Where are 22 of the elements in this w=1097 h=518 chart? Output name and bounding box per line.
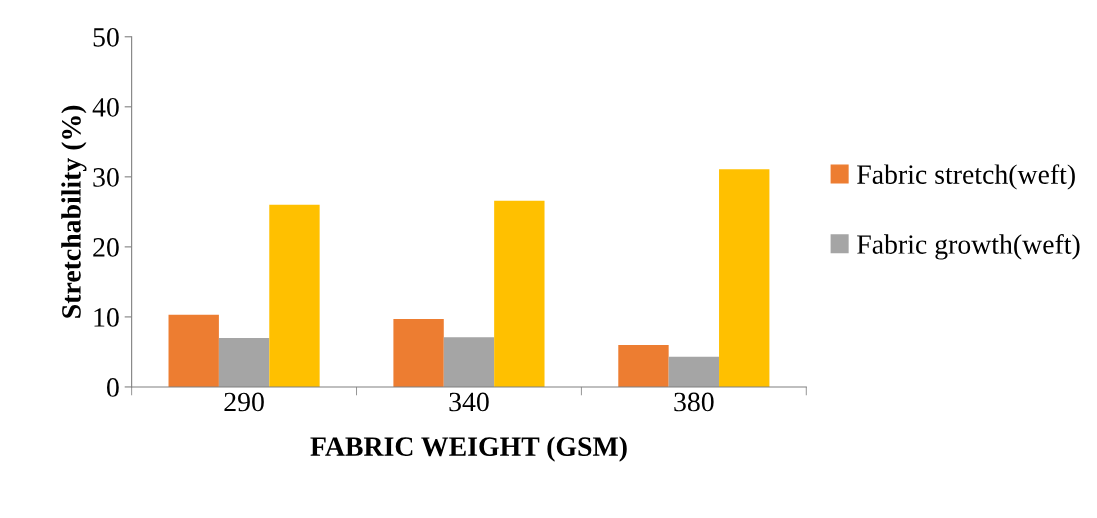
x-tick-label: 290 <box>224 392 264 412</box>
bar <box>494 200 545 387</box>
y-axis-title: Stretchability (%) <box>61 105 87 318</box>
bar <box>393 319 444 387</box>
x-axis-title: FABRIC WEIGHT (GSM) <box>310 436 627 462</box>
bar <box>218 337 270 387</box>
bar <box>618 344 669 387</box>
x-tick-label: 340 <box>449 392 489 412</box>
legend-label: Fabric growth(weft) <box>857 234 1080 260</box>
bar <box>269 204 320 387</box>
legend-label: Fabric stretch(weft) <box>857 164 1075 190</box>
x-tick-label: 380 <box>674 392 714 412</box>
bar <box>168 314 219 387</box>
bar <box>719 169 770 387</box>
y-tick-label: 10 <box>94 308 119 327</box>
y-tick-label: 40 <box>92 97 119 117</box>
bar <box>443 337 495 387</box>
bar <box>668 356 720 387</box>
y-tick-label: 30 <box>93 168 119 187</box>
y-tick-label: 50 <box>93 27 119 47</box>
y-tick-label: 0 <box>107 378 119 397</box>
y-tick-label: 20 <box>93 238 119 257</box>
